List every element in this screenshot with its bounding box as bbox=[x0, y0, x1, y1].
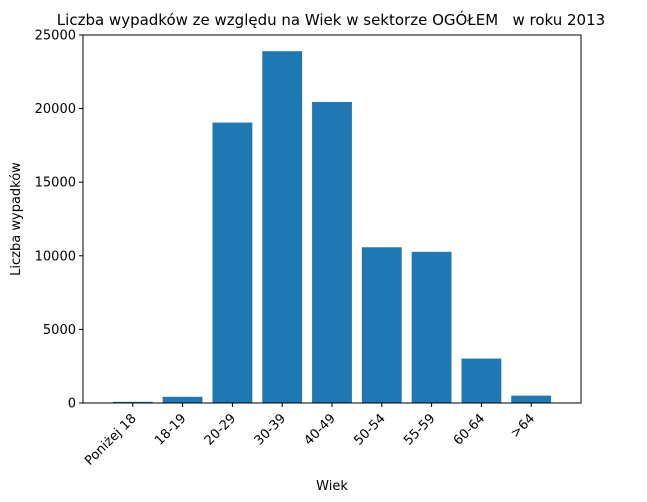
bar-6 bbox=[411, 251, 452, 403]
y-tick-label-3: 15000 bbox=[35, 176, 76, 191]
bar-7 bbox=[461, 358, 502, 403]
y-tick-label-5: 25000 bbox=[35, 29, 76, 44]
bar-5 bbox=[361, 247, 402, 403]
bar-8 bbox=[511, 395, 552, 403]
x-axis-label: Wiek bbox=[316, 479, 348, 494]
plot-frame bbox=[82, 34, 582, 404]
x-tick-label-6: 55-59 bbox=[401, 411, 438, 448]
bar-0 bbox=[112, 401, 153, 403]
x-tick-label-1: 18-19 bbox=[152, 411, 189, 448]
y-tick-label-2: 10000 bbox=[35, 249, 76, 264]
x-tick-label-3: 30-39 bbox=[252, 411, 289, 448]
x-tick-label-2: 20-29 bbox=[202, 411, 239, 448]
x-tick-label-7: 60-64 bbox=[451, 411, 488, 448]
y-axis-label: Liczba wypadków bbox=[9, 162, 24, 276]
y-tick-label-4: 20000 bbox=[35, 102, 76, 117]
x-tick-label-5: 50-54 bbox=[351, 411, 388, 448]
x-tick-label-8: >64 bbox=[508, 411, 538, 441]
bar-2 bbox=[212, 122, 253, 403]
bar-1 bbox=[162, 396, 203, 403]
bar-4 bbox=[312, 101, 352, 403]
x-tick-label-4: 40-49 bbox=[302, 411, 339, 448]
bar-3 bbox=[262, 51, 303, 403]
y-tick-label-1: 5000 bbox=[43, 323, 76, 338]
chart-title: Liczba wypadków ze względu na Wiek w sek… bbox=[57, 10, 605, 29]
x-tick-label-0: Poniżej 18 bbox=[82, 411, 139, 468]
y-tick-label-0: 0 bbox=[68, 397, 76, 412]
